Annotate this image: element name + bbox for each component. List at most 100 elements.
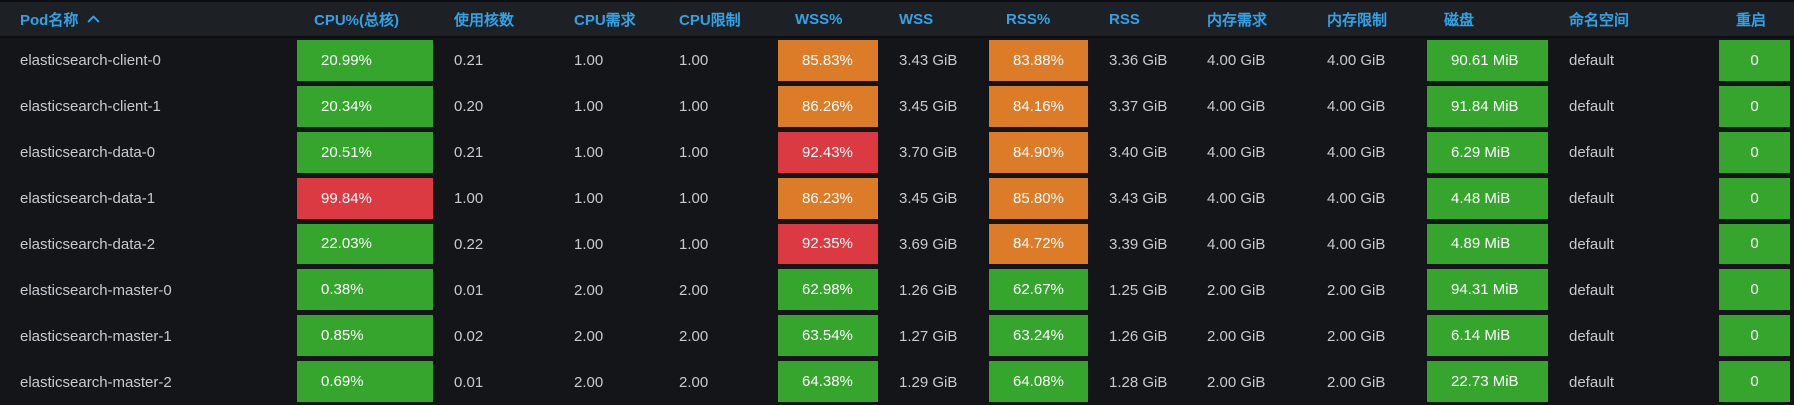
cell-cpu_request: 2.00 [574,281,604,299]
column-header-namespace[interactable]: 命名空间 [1552,2,1719,36]
cell-disk: 4.48 MiB [1427,176,1552,222]
cell-pod_name: elasticsearch-client-0 [20,52,161,70]
threshold-value-box: 6.29 MiB [1427,131,1548,173]
cell-cpu_pct: 20.34% [297,84,437,130]
cell-namespace: default [1569,98,1615,116]
cell-pod_name: elasticsearch-master-2 [20,373,172,391]
cell-pod_name: elasticsearch-client-1 [20,98,161,116]
cell-restarts: 0 [1719,267,1794,313]
threshold-value-box: 92.35% [778,223,878,265]
cell-wss: 1.26 GiB [899,281,958,299]
cell-cpu_limit: 1.00 [679,98,709,116]
cell-mem_limit: 2.00 GiB [1327,373,1386,391]
cell-mem_request: 4.00 GiB [1207,98,1266,116]
threshold-value-box: 63.54% [778,315,878,357]
cell-rss: 3.37 GiB [1109,98,1168,116]
cell-wss: 3.69 GiB [899,235,958,253]
cell-wss_pct: 63.54% [778,313,882,359]
table-row: elasticsearch-client-1 20.34% 0.20 1.00 1.00… [0,84,1794,130]
cell-namespace: default [1569,235,1615,253]
cell-cpu_request: 2.00 [574,373,604,391]
threshold-value-box: 0 [1719,131,1790,173]
cell-restarts: 0 [1719,222,1794,268]
threshold-value-box: 84.90% [989,131,1088,173]
cell-cpu_request: 1.00 [574,52,604,70]
cell-disk: 6.14 MiB [1427,313,1552,359]
cell-wss: 3.70 GiB [899,144,958,162]
cell-namespace: default [1569,281,1615,299]
cell-cpu_limit: 1.00 [679,144,709,162]
column-header-cpu_cores[interactable]: 使用核数 [437,2,557,36]
cell-cpu_request: 1.00 [574,190,604,208]
threshold-value-box: 22.73 MiB [1427,361,1548,402]
column-header-pod_name[interactable]: Pod名称 [0,2,297,36]
threshold-value-box: 85.80% [989,177,1088,219]
threshold-value-box: 4.89 MiB [1427,223,1548,265]
cell-restarts: 0 [1719,359,1794,405]
column-header-mem_limit[interactable]: 内存限制 [1310,2,1427,36]
cell-mem_request: 4.00 GiB [1207,52,1266,70]
cell-mem_limit: 2.00 GiB [1327,327,1386,345]
cell-cpu_cores: 0.20 [454,98,484,116]
column-header-label: 重启 [1736,11,1767,29]
cell-rss: 3.36 GiB [1109,52,1168,70]
cell-wss_pct: 92.43% [778,130,882,176]
column-header-rss[interactable]: RSS [1092,2,1190,36]
cell-mem_request: 2.00 GiB [1207,281,1266,299]
threshold-value-box: 20.99% [297,40,433,81]
cell-wss: 3.43 GiB [899,52,958,70]
table-row: elasticsearch-master-0 0.38% 0.01 2.00 2.00 6… [0,267,1794,313]
column-header-disk[interactable]: 磁盘 [1427,2,1552,36]
column-header-restarts[interactable]: 重启 [1719,2,1794,36]
cell-cpu_request: 2.00 [574,327,604,345]
cell-disk: 6.29 MiB [1427,130,1552,176]
threshold-value-box: 64.38% [778,361,878,402]
cell-rss: 3.43 GiB [1109,190,1168,208]
column-header-cpu_limit[interactable]: CPU限制 [662,2,778,36]
table-row: elasticsearch-data-1 99.84% 1.00 1.00 1.00 86… [0,176,1794,222]
cell-cpu_cores: 0.21 [454,52,484,70]
cell-mem_limit: 4.00 GiB [1327,52,1386,70]
column-header-wss[interactable]: WSS [882,2,989,36]
column-header-cpu_pct[interactable]: CPU%(总核) [297,2,437,36]
cell-rss_pct: 84.72% [989,222,1092,268]
table-row: elasticsearch-data-0 20.51% 0.21 1.00 1.00 92… [0,130,1794,176]
cell-rss_pct: 62.67% [989,267,1092,313]
cell-rss_pct: 84.16% [989,84,1092,130]
cell-restarts: 0 [1719,130,1794,176]
column-header-wss_pct[interactable]: WSS% [778,2,882,36]
column-header-label: 内存限制 [1327,11,1388,29]
cell-cpu_limit: 2.00 [679,281,709,299]
cell-cpu_pct: 20.99% [297,38,437,84]
column-header-label: 使用核数 [454,11,515,29]
cell-wss_pct: 86.26% [778,84,882,130]
cell-rss_pct: 63.24% [989,313,1092,359]
cell-mem_request: 2.00 GiB [1207,373,1266,391]
cell-pod_name: elasticsearch-master-1 [20,327,172,345]
cell-restarts: 0 [1719,176,1794,222]
cell-cpu_cores: 1.00 [454,190,484,208]
sort-ascending-icon [87,14,100,24]
threshold-value-box: 84.16% [989,85,1088,127]
cell-wss_pct: 92.35% [778,222,882,268]
column-header-mem_request[interactable]: 内存需求 [1190,2,1310,36]
threshold-value-box: 63.24% [989,315,1088,357]
column-header-label: 内存需求 [1207,11,1268,29]
cell-cpu_limit: 1.00 [679,190,709,208]
threshold-value-box: 0 [1719,269,1790,311]
cell-wss_pct: 85.83% [778,38,882,84]
cell-cpu_pct: 0.38% [297,267,437,313]
cell-namespace: default [1569,144,1615,162]
cell-disk: 22.73 MiB [1427,359,1552,405]
cell-cpu_pct: 0.69% [297,359,437,405]
column-header-rss_pct[interactable]: RSS% [989,2,1092,36]
cell-mem_request: 4.00 GiB [1207,190,1266,208]
threshold-value-box: 91.84 MiB [1427,85,1548,127]
cell-rss_pct: 84.90% [989,130,1092,176]
column-header-cpu_request[interactable]: CPU需求 [557,2,662,36]
cell-wss: 1.27 GiB [899,327,958,345]
cell-cpu_cores: 0.01 [454,373,484,391]
cell-mem_limit: 4.00 GiB [1327,235,1386,253]
cell-disk: 94.31 MiB [1427,267,1552,313]
